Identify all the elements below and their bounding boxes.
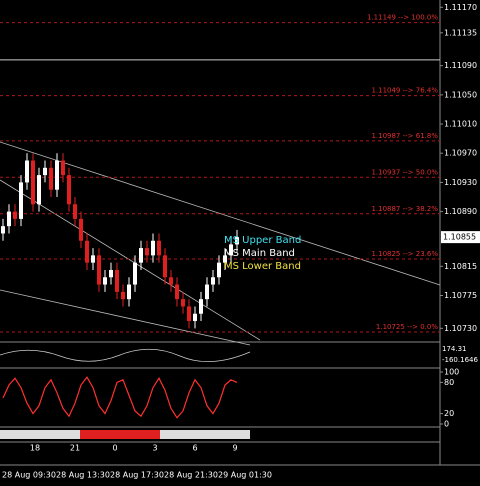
trend-line — [0, 289, 251, 346]
candle-body — [211, 277, 215, 285]
candle-body — [31, 160, 35, 205]
x-tick-label: 28 Aug 09:30 — [2, 471, 56, 480]
trend-line — [0, 179, 261, 341]
candle-body — [19, 182, 23, 219]
candle-body — [49, 167, 53, 190]
candle-body — [79, 218, 83, 241]
candle-body — [217, 262, 221, 278]
fib-label: 1.10725 --> 0.0% — [376, 323, 438, 331]
hour-label: 18 — [30, 444, 40, 453]
y-tick-label: 1.10815 — [444, 262, 477, 271]
candle-body — [43, 167, 47, 176]
candle-body — [109, 269, 113, 278]
y-tick-label: 1.10775 — [444, 291, 477, 300]
y-tick-label: 1.10970 — [444, 149, 477, 158]
session-strip — [80, 430, 160, 439]
current-price-box — [441, 231, 480, 244]
osc-line — [2, 376, 238, 419]
candle-body — [181, 299, 185, 307]
hour-label: 21 — [70, 444, 80, 453]
osc-tick-label: 0 — [444, 420, 449, 429]
candle-body — [61, 160, 65, 176]
hour-label: 6 — [192, 444, 197, 453]
candle-body — [115, 269, 119, 292]
y-tick-label: 1.11010 — [444, 120, 477, 129]
osc-tick-label: 100 — [444, 368, 459, 377]
candle-body — [127, 284, 131, 300]
candle-body — [85, 240, 89, 263]
candle-body — [121, 291, 125, 300]
candle-body — [73, 204, 77, 219]
y-tick-label: 1.10930 — [444, 178, 477, 187]
x-tick-label: 29 Aug 01:30 — [218, 471, 272, 480]
session-strip — [160, 430, 250, 439]
fib-label: 1.10887 --> 38.2% — [371, 205, 438, 213]
candle-body — [223, 255, 227, 263]
candle-body — [187, 306, 191, 322]
hour-label: 3 — [152, 444, 157, 453]
candle-body — [13, 211, 17, 219]
fib-label: 1.11149 --> 100.0% — [367, 14, 438, 22]
y-tick-label: 1.11090 — [444, 61, 477, 70]
session-strip — [0, 430, 80, 439]
candle-body — [199, 299, 203, 314]
x-tick-label: 28 Aug 17:30 — [110, 471, 164, 480]
candle-body — [7, 211, 11, 227]
candle-body — [37, 175, 41, 205]
candle-body — [91, 255, 95, 263]
fib-label: 1.10825 --> 23.6% — [371, 250, 438, 258]
candle-body — [67, 175, 71, 205]
fib-label: 1.11049 --> 76.4% — [371, 87, 438, 95]
fib-label: 1.10987 --> 61.8% — [371, 132, 438, 140]
candle-body — [157, 240, 161, 256]
candle-body — [1, 226, 5, 234]
candle-body — [145, 248, 149, 256]
indicator-line — [0, 348, 251, 363]
hour-label: 9 — [232, 444, 237, 453]
candle-body — [97, 255, 101, 285]
band-label: MS Main Band — [224, 248, 295, 259]
hour-label: 0 — [112, 444, 117, 453]
band-label: MS Upper Band — [224, 235, 301, 246]
indicator-label: -160.1646 — [442, 356, 478, 364]
y-tick-label: 1.10730 — [444, 324, 477, 333]
trend-line — [0, 141, 441, 286]
band-label: MS Lower Band — [224, 261, 301, 272]
indicator-label: 174.31 — [442, 345, 467, 353]
current-price-label: 1.10855 — [443, 233, 476, 242]
candle-body — [193, 313, 197, 322]
candle-body — [133, 262, 137, 285]
candle-body — [169, 277, 173, 285]
candle-body — [205, 284, 209, 300]
candle-body — [235, 237, 239, 245]
x-tick-label: 28 Aug 21:30 — [164, 471, 218, 480]
candle-body — [55, 160, 59, 190]
candle-body — [163, 255, 167, 278]
x-tick-label: 28 Aug 13:30 — [56, 471, 110, 480]
candle-body — [103, 277, 107, 285]
osc-tick-label: 80 — [444, 378, 454, 387]
candle-body — [175, 284, 179, 300]
candle-body — [139, 248, 143, 263]
candle-body — [229, 244, 233, 256]
fib-label: 1.10937 --> 50.0% — [371, 168, 438, 176]
candle-body — [151, 240, 155, 256]
candle-body — [25, 160, 29, 183]
y-tick-label: 1.11135 — [444, 28, 477, 37]
osc-tick-label: 20 — [444, 409, 454, 418]
y-tick-label: 1.11050 — [444, 90, 477, 99]
y-tick-label: 1.11170 — [444, 3, 477, 12]
y-tick-label: 1.10890 — [444, 207, 477, 216]
